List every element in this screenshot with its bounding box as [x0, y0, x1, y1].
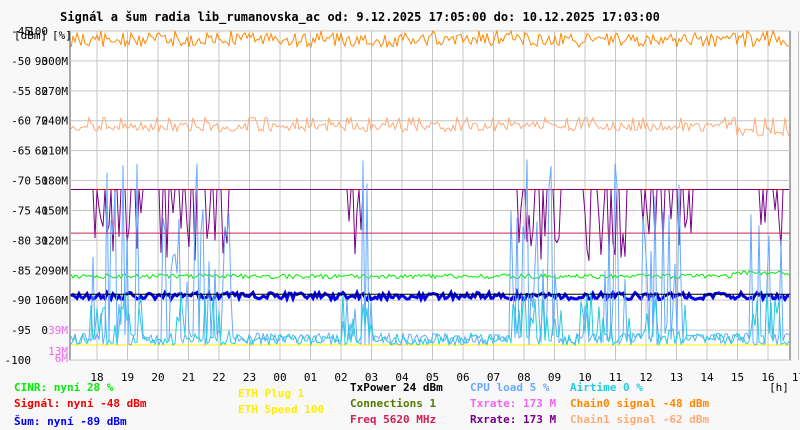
chart-title: Signál a šum radia lib_rumanovska_ac od:… [60, 10, 660, 24]
x-tick-label: 19 [121, 371, 134, 384]
y-tick-dbm: -60 [11, 115, 31, 128]
y-tick-rate: 120M [42, 234, 69, 247]
legend-eth-plug: ETH Plug 1 [238, 387, 305, 400]
x-tick-label: 18 [90, 371, 103, 384]
x-tick-label: 17 [792, 371, 800, 384]
y-tick-pct: 0 [41, 324, 48, 337]
x-tick-label: 09 [548, 371, 561, 384]
legend-cpu: CPU load 5 % [470, 381, 550, 394]
x-tick-label: 21 [182, 371, 195, 384]
x-tick-label: 12 [639, 371, 652, 384]
x-tick-label: 22 [212, 371, 225, 384]
y-tick-dbm: -70 [11, 175, 31, 188]
y-tick-pct: 30 [35, 234, 48, 247]
y-tick-pct: 40 [35, 204, 48, 217]
x-tick-label: 10 [578, 371, 591, 384]
legend-signal: Signál: nyní -48 dBm [14, 397, 147, 410]
legend-eth-speed: ETH Speed 100 [238, 403, 325, 416]
y-tick-rate: 150M [42, 204, 69, 217]
legend-txpower: TxPower 24 dBm [350, 381, 443, 394]
y-tick-dbm: -90 [11, 294, 31, 307]
y-tick-pct: 100 [28, 25, 48, 38]
x-tick-label: 13 [670, 371, 683, 384]
y-tick-dbm: -80 [11, 234, 31, 247]
x-unit: [h] [769, 381, 789, 394]
y-tick-rate: 180M [42, 175, 69, 188]
y-tick-rate: 270M [42, 85, 69, 98]
y-tick-dbm: -85 [11, 264, 31, 277]
x-tick-label: 20 [151, 371, 164, 384]
series-chain0 [70, 29, 790, 49]
y-tick-dbm: -55 [11, 85, 31, 98]
y-tick-pct: 60 [35, 145, 48, 158]
x-tick-label: 06 [456, 371, 469, 384]
legend-cinr: CINR: nyní 28 % [14, 381, 114, 394]
y-tick-rate: 60M [48, 294, 68, 307]
y-tick-dbm: -50 [11, 55, 31, 68]
x-tick-label: 01 [304, 371, 317, 384]
x-tick-label: 07 [487, 371, 500, 384]
y-unit-dbm: [dBm] [14, 29, 47, 42]
series-cinr [70, 270, 790, 280]
y-side-label: 39M [48, 324, 68, 337]
x-tick-label: 15 [731, 371, 744, 384]
series-cpu [70, 159, 790, 347]
legend-airtime: Airtime 0 % [570, 381, 643, 394]
x-tick-label: 08 [517, 371, 530, 384]
y-tick-pct: 50 [35, 175, 48, 188]
y-tick-rate: 300M [42, 55, 69, 68]
y-tick-pct: 20 [35, 264, 48, 277]
legend-freq: Freq 5620 MHz [350, 413, 437, 426]
y-tick-dbm: -95 [11, 324, 31, 337]
y-tick-rate: 240M [42, 115, 69, 128]
legend-txrate: Txrate: 173 M [470, 397, 557, 410]
legend-chain1: Chain1 signal -62 dBm [570, 413, 710, 426]
y-tick-dbm: -45 [11, 25, 31, 38]
y-tick-rate: 90M [48, 264, 68, 277]
legend-connections: Connections 1 [350, 397, 437, 410]
series-chain1 [70, 115, 790, 138]
y-unit-pct: [%] [52, 29, 72, 42]
legend-noise: Šum: nyní -89 dBm [14, 415, 127, 428]
x-tick-label: 00 [273, 371, 286, 384]
y-tick-pct: 90 [35, 55, 48, 68]
y-tick-dbm: -75 [11, 204, 31, 217]
x-tick-label: 03 [365, 371, 378, 384]
y-tick-pct: 80 [35, 85, 48, 98]
y-side-label: 6M [55, 352, 69, 365]
legend-chain0: Chain0 signal -48 dBm [570, 397, 710, 410]
x-tick-label: 05 [426, 371, 439, 384]
x-tick-label: 02 [334, 371, 347, 384]
x-tick-label: 11 [609, 371, 622, 384]
series-airtime [70, 291, 790, 347]
y-tick-dbm: -100 [5, 354, 32, 367]
y-tick-pct: 10 [35, 294, 48, 307]
y-side-label: 13M [48, 345, 68, 358]
y-tick-pct: 70 [35, 115, 48, 128]
y-tick-rate: 210M [42, 145, 69, 158]
x-tick-label: 23 [243, 371, 256, 384]
x-tick-label: 14 [700, 371, 714, 384]
x-tick-label: 04 [395, 371, 409, 384]
y-tick-dbm: -65 [11, 145, 31, 158]
x-tick-label: 16 [761, 371, 774, 384]
series-rxrate [71, 189, 789, 261]
legend-rxrate: Rxrate: 173 M [470, 413, 557, 426]
